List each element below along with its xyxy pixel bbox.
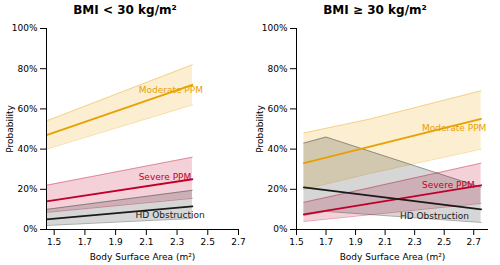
svg-text:Body Surface Area (m²): Body Surface Area (m²) [90,252,196,262]
svg-text:20%: 20% [17,184,37,194]
svg-text:100%: 100% [262,23,288,33]
svg-text:2.5: 2.5 [437,237,451,247]
svg-text:1.7: 1.7 [319,237,333,247]
svg-text:Moderate PPM: Moderate PPM [422,123,486,133]
svg-text:1.5: 1.5 [47,237,61,247]
svg-text:40%: 40% [17,144,37,154]
svg-text:Body Surface Area (m²): Body Surface Area (m²) [340,252,446,262]
svg-text:0%: 0% [273,224,288,234]
svg-text:80%: 80% [267,64,287,74]
svg-text:80%: 80% [17,64,37,74]
svg-text:2.3: 2.3 [407,237,421,247]
html-text:BMI < 30 kg/m²: BMI < 30 kg/m² [73,3,177,17]
svg-text:2.1: 2.1 [139,237,153,247]
html-text:BMI ≥ 30 kg/m²: BMI ≥ 30 kg/m² [323,3,427,17]
svg-text:1.9: 1.9 [108,237,123,247]
svg-text:2.5: 2.5 [201,237,215,247]
svg-text:1.5: 1.5 [289,237,303,247]
svg-text:Severe PPM: Severe PPM [139,172,192,182]
svg-text:40%: 40% [267,144,287,154]
svg-text:2.3: 2.3 [170,237,184,247]
svg-text:1.9: 1.9 [348,237,363,247]
svg-text:1.7: 1.7 [78,237,92,247]
svg-text:Probability: Probability [255,105,265,153]
svg-text:0%: 0% [23,224,38,234]
svg-text:2.1: 2.1 [378,237,392,247]
svg-text:Probability: Probability [5,105,15,153]
svg-text:20%: 20% [267,184,287,194]
svg-text:2.7: 2.7 [467,237,481,247]
svg-text:HD Obstruction: HD Obstruction [136,210,205,220]
svg-text:60%: 60% [267,104,287,114]
svg-text:Moderate PPM: Moderate PPM [139,85,203,95]
svg-text:Severe PPM: Severe PPM [422,180,475,190]
svg-text:100%: 100% [12,23,38,33]
svg-text:2.7: 2.7 [231,237,245,247]
svg-text:60%: 60% [17,104,37,114]
svg-text:HD Obstruction: HD Obstruction [400,211,469,221]
